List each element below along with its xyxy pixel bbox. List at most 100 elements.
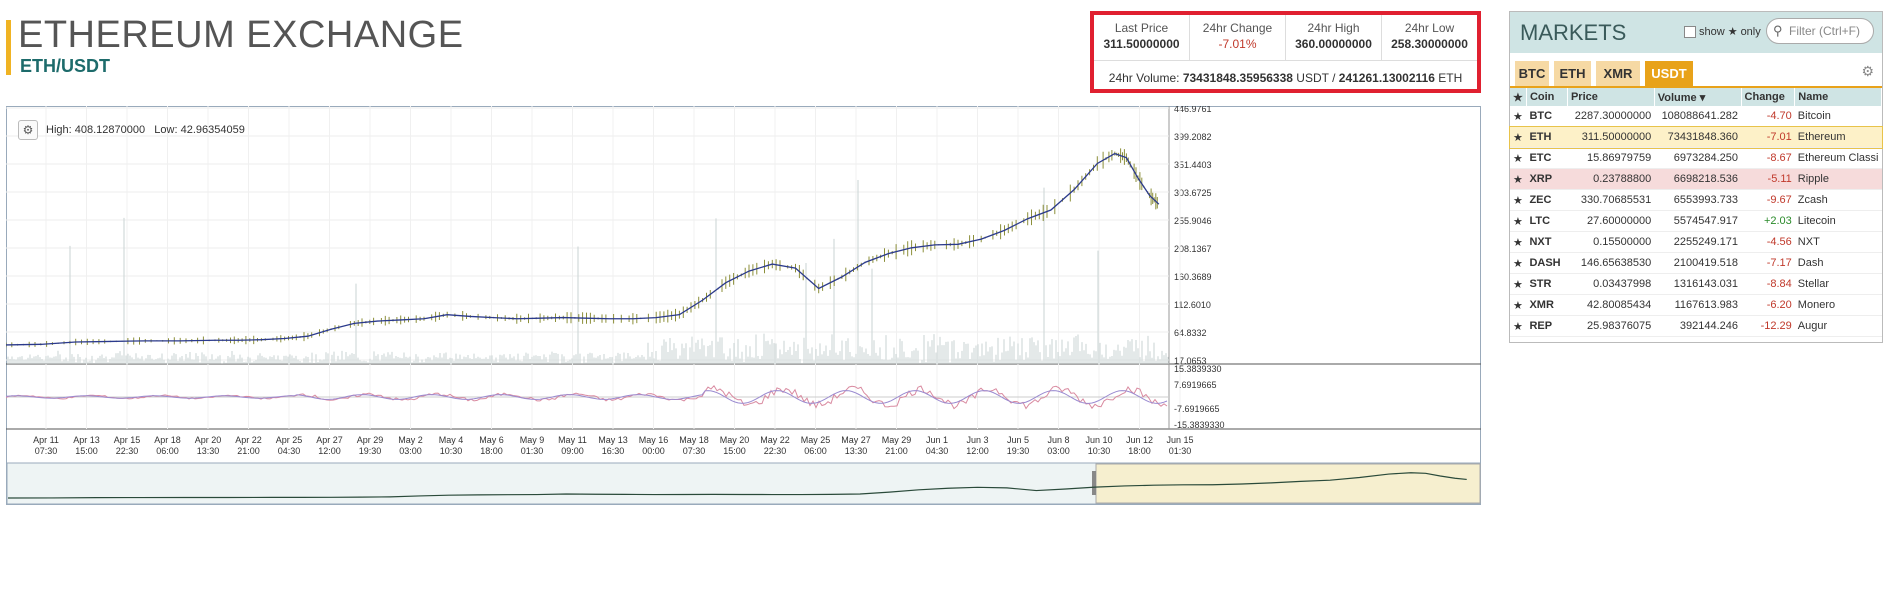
x-tick-date: Jun 1 xyxy=(926,435,948,445)
y-tick-label: 64.8332 xyxy=(1174,328,1207,338)
markets-gear-icon[interactable]: ⚙ xyxy=(1861,63,1874,79)
star-icon[interactable]: ★ xyxy=(1510,106,1527,127)
x-tick-time: 10:30 xyxy=(440,446,463,456)
cell-price: 15.86979759 xyxy=(1567,147,1655,169)
cell-price: 0.15500000 xyxy=(1567,231,1655,253)
market-row-xrp[interactable]: ★ XRP 0.23788800 6698218.536 -5.11 Ripple xyxy=(1510,168,1882,190)
cell-volume: 392144.246 xyxy=(1654,315,1742,337)
show-starred-checkbox[interactable] xyxy=(1684,25,1696,38)
cell-coin: BTC xyxy=(1526,106,1568,127)
star-icon[interactable]: ★ xyxy=(1510,315,1527,337)
star-icon[interactable]: ★ xyxy=(1510,147,1527,169)
stat-value: -7.01% xyxy=(1218,37,1257,51)
cell-name: Ethereum xyxy=(1794,126,1882,148)
cell-volume: 73431848.360 xyxy=(1654,126,1742,148)
tab-eth[interactable]: ETH xyxy=(1554,61,1591,86)
x-tick-time: 19:30 xyxy=(1007,446,1030,456)
star-icon[interactable]: ★ xyxy=(1510,168,1527,190)
macd-tick-label: 15.3839330 xyxy=(1174,364,1222,374)
x-tick-time: 07:30 xyxy=(683,446,706,456)
ticker-stats-row: Last Price 311.50000000 24hr Change -7.01% 2… xyxy=(1094,15,1477,61)
show-starred-toggle[interactable]: show ★ only xyxy=(1684,25,1761,38)
tab-usdt[interactable]: USDT xyxy=(1645,61,1693,86)
stat-value: 258.30000000 xyxy=(1391,37,1468,51)
col-coin[interactable]: Coin xyxy=(1526,88,1568,106)
market-row-str[interactable]: ★ STR 0.03437998 1316143.031 -8.84 Stellar xyxy=(1510,273,1882,295)
cell-volume: 1167613.983 xyxy=(1654,294,1742,316)
market-row-xmr[interactable]: ★ XMR 42.80085434 1167613.983 -6.20 Monero xyxy=(1510,294,1882,316)
search-icon: ⚲ xyxy=(1773,23,1783,38)
star-icon[interactable]: ★ xyxy=(1510,231,1527,253)
x-tick-date: Apr 27 xyxy=(316,435,343,445)
market-row-btc[interactable]: ★ BTC 2287.30000000 108088641.282 -4.70 Bitco… xyxy=(1510,106,1882,127)
star-icon[interactable]: ★ xyxy=(1510,210,1527,232)
cell-coin: ZEC xyxy=(1526,189,1568,211)
market-row-etc[interactable]: ★ ETC 15.86979759 6973284.250 -8.67 Ethereum … xyxy=(1510,147,1882,169)
chart-settings-gear-icon[interactable]: ⚙ xyxy=(18,120,38,140)
cell-volume: 1316143.031 xyxy=(1654,273,1742,295)
volume-sep: / xyxy=(1332,71,1336,85)
filter-placeholder: Filter (Ctrl+F) xyxy=(1789,24,1860,38)
col-star[interactable]: ★ xyxy=(1510,88,1527,106)
stat-label: 24hr High xyxy=(1307,21,1360,35)
cell-name: Ripple xyxy=(1794,168,1882,190)
market-row-rep[interactable]: ★ REP 25.98376075 392144.246 -12.29 Augur xyxy=(1510,315,1882,337)
x-tick-date: Apr 25 xyxy=(276,435,303,445)
x-tick-time: 01:30 xyxy=(1169,446,1192,456)
star-icon[interactable]: ★ xyxy=(1510,126,1527,148)
market-row-ltc[interactable]: ★ LTC 27.60000000 5574547.917 +2.03 Litecoin xyxy=(1510,210,1882,232)
x-tick-date: May 29 xyxy=(882,435,912,445)
price-chart[interactable]: 446.9761 399.2082 351.4403 303.6725 255.9046… xyxy=(6,106,1481,609)
x-tick-date: Jun 15 xyxy=(1166,435,1193,445)
col-change[interactable]: Change xyxy=(1741,88,1796,106)
cell-coin: ETH xyxy=(1526,126,1568,148)
moving-average-line xyxy=(6,152,1160,346)
x-tick-date: May 6 xyxy=(479,435,504,445)
title-accent-bar xyxy=(6,20,11,75)
stat-value: 311.50000000 xyxy=(1103,37,1180,51)
star-icon[interactable]: ★ xyxy=(1510,252,1527,274)
cell-name: Zcash xyxy=(1794,189,1882,211)
cell-price: 25.98376075 xyxy=(1567,315,1655,337)
price-chart-svg[interactable]: 446.9761 399.2082 351.4403 303.6725 255.9046… xyxy=(6,106,1481,609)
star-icon[interactable]: ★ xyxy=(1510,294,1527,316)
x-tick-time: 21:00 xyxy=(885,446,908,456)
x-tick-date: May 9 xyxy=(520,435,545,445)
volume-usdt: 73431848.35956338 xyxy=(1182,71,1293,85)
x-tick-time: 16:30 xyxy=(602,446,625,456)
x-tick-date: May 18 xyxy=(679,435,709,445)
cell-price: 0.23788800 xyxy=(1567,168,1655,190)
cell-change: -8.67 xyxy=(1741,147,1795,169)
high-value: 408.12870000 xyxy=(74,124,146,136)
star-icon[interactable]: ★ xyxy=(1510,189,1527,211)
tab-xmr[interactable]: XMR xyxy=(1596,61,1640,86)
star-icon[interactable]: ★ xyxy=(1510,273,1527,295)
col-price[interactable]: Price xyxy=(1567,88,1655,106)
pair-label: ETH/USDT xyxy=(20,56,110,76)
market-row-dash[interactable]: ★ DASH 146.65638530 2100419.518 -7.17 Dash xyxy=(1510,252,1882,274)
market-tabs: ⚙ BTC ETH XMR USDT xyxy=(1510,53,1882,88)
markets-title: MARKETS xyxy=(1520,20,1627,45)
cell-price: 146.65638530 xyxy=(1567,252,1655,274)
x-tick-date: May 22 xyxy=(760,435,790,445)
ticker-stats-panel: Last Price 311.50000000 24hr Change -7.01% 2… xyxy=(1090,11,1481,93)
x-tick-time: 15:00 xyxy=(723,446,746,456)
x-tick-time: 13:30 xyxy=(845,446,868,456)
stat-label: Last Price xyxy=(1114,21,1169,35)
market-row-nxt[interactable]: ★ NXT 0.15500000 2255249.171 -4.56 NXT xyxy=(1510,231,1882,253)
market-row-eth[interactable]: ★ ETH 311.50000000 73431848.360 -7.01 Ethereu… xyxy=(1509,125,1883,149)
x-tick-time: 21:00 xyxy=(237,446,260,456)
y-tick-label: 112.6010 xyxy=(1174,300,1211,310)
market-filter-input[interactable]: ⚲ Filter (Ctrl+F) xyxy=(1766,18,1874,44)
cell-coin: NXT xyxy=(1526,231,1568,253)
volume-bars xyxy=(7,180,1169,364)
stat-0: Last Price 311.50000000 xyxy=(1094,15,1190,60)
x-tick-date: May 16 xyxy=(639,435,669,445)
market-row-zec[interactable]: ★ ZEC 330.70685531 6553993.733 -9.67 Zcash xyxy=(1510,189,1882,211)
x-tick-date: May 20 xyxy=(720,435,750,445)
tab-btc[interactable]: BTC xyxy=(1515,61,1549,86)
col-name[interactable]: Name xyxy=(1794,88,1882,106)
x-tick-time: 18:00 xyxy=(480,446,503,456)
col-volume[interactable]: Volume ▾ xyxy=(1654,88,1742,106)
x-tick-date: Jun 5 xyxy=(1007,435,1029,445)
